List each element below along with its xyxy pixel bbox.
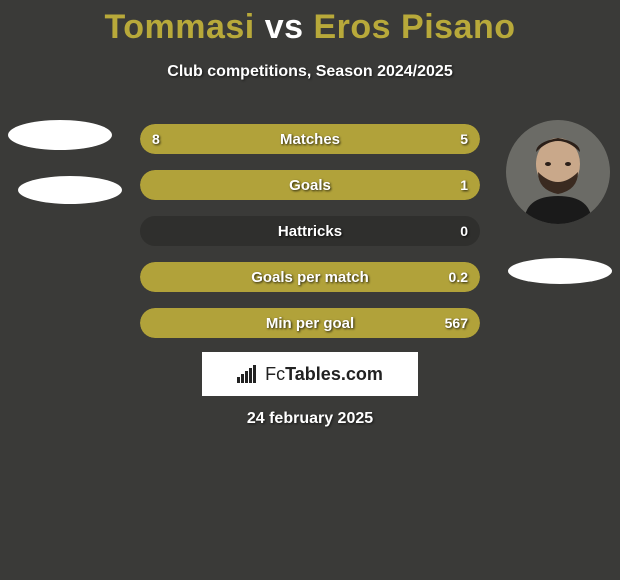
stat-label: Hattricks [140, 216, 480, 246]
stat-bars: 8Matches5 Goals1 Hattricks0 Goals per match… [140, 124, 480, 354]
bar-chart-icon [237, 365, 259, 383]
stat-value-right: 5 [460, 124, 468, 154]
player1-avatar-placeholder-2 [18, 176, 122, 204]
stat-bar-row: Min per goal567 [140, 308, 480, 338]
stat-label: Goals per match [140, 262, 480, 292]
player2-avatar [506, 120, 610, 224]
player2-shadow-ellipse [508, 258, 612, 284]
stat-label: Goals [140, 170, 480, 200]
subtitle: Club competitions, Season 2024/2025 [0, 63, 620, 81]
stat-value-right: 1 [460, 170, 468, 200]
logo-text: FcTables.com [265, 364, 383, 385]
date-label: 24 february 2025 [0, 410, 620, 428]
stat-value-right: 567 [445, 308, 468, 338]
stat-bar-row: Hattricks0 [140, 216, 480, 246]
player1-avatar-placeholder-1 [8, 120, 112, 150]
avatar-icon [506, 120, 610, 224]
stat-bar-row: Goals1 [140, 170, 480, 200]
player1-name: Tommasi [105, 8, 255, 46]
player2-name: Eros Pisano [313, 8, 515, 46]
stat-bar-row: 8Matches5 [140, 124, 480, 154]
stat-bar-row: Goals per match0.2 [140, 262, 480, 292]
stat-label: Matches [140, 124, 480, 154]
fctables-logo: FcTables.com [202, 352, 418, 396]
comparison-title: Tommasi vs Eros Pisano [0, 0, 620, 47]
vs-text: vs [265, 8, 304, 46]
stat-value-right: 0.2 [449, 262, 468, 292]
stat-value-right: 0 [460, 216, 468, 246]
stat-label: Min per goal [140, 308, 480, 338]
